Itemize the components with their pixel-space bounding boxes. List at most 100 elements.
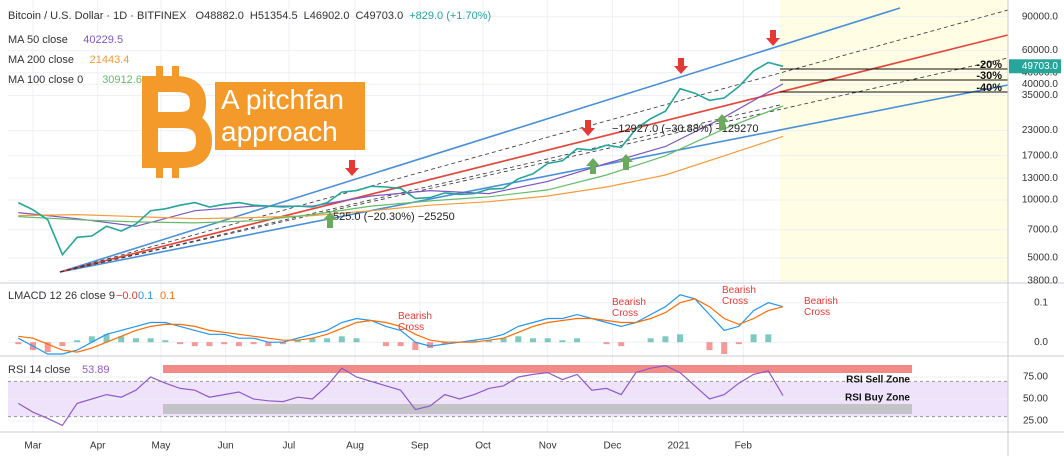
histogram-bar xyxy=(88,336,95,343)
histogram-bar xyxy=(118,336,125,343)
histogram-bar xyxy=(559,340,566,343)
header: Bitcoin / U.S. Dollar · 1D · BITFINEX O4… xyxy=(8,10,497,22)
ma-line xyxy=(18,105,784,224)
y-tick-label: 35000.0 xyxy=(1022,90,1059,101)
legend-name: MA 200 close xyxy=(8,54,75,66)
histogram-bar xyxy=(147,338,154,343)
change: +829.0 (+1.70%) xyxy=(409,10,492,22)
histogram-bar xyxy=(353,338,360,343)
x-tick-label: Jun xyxy=(218,441,234,452)
y-tick-label: 90000.0 xyxy=(1022,11,1059,22)
histogram-bar xyxy=(485,340,492,343)
macd-line xyxy=(18,294,784,355)
sell-zone xyxy=(163,365,912,373)
x-tick-label: Sep xyxy=(411,441,429,452)
histogram-bar xyxy=(294,340,301,343)
legend-name: MA 50 close xyxy=(8,34,68,46)
annotation: Bearish Cross xyxy=(398,311,432,333)
histogram-bar xyxy=(59,342,66,347)
histogram-bar xyxy=(382,342,389,347)
logo-tick xyxy=(172,166,179,178)
ma-line xyxy=(18,83,784,227)
histogram-bar xyxy=(280,342,286,345)
histogram-bar xyxy=(412,342,419,351)
price-line xyxy=(17,61,784,257)
histogram-bar xyxy=(574,338,581,343)
fib-label: -20% xyxy=(976,59,1002,71)
y-tick-label: 23000.0 xyxy=(1022,125,1059,136)
y-tick-label: 13000.0 xyxy=(1022,173,1059,184)
histogram-bar xyxy=(44,342,51,353)
legend-name: MA 100 close 0 xyxy=(8,74,84,86)
panel-value: −0.0 xyxy=(116,290,138,302)
x-tick-label: Aug xyxy=(346,441,364,452)
fib-label: -40% xyxy=(976,82,1002,94)
ohlc: H51354.5 xyxy=(249,10,298,22)
macd-line xyxy=(18,298,784,353)
y-tick-label: 0.0 xyxy=(1034,337,1048,348)
y-tick-label: 75.00 xyxy=(1023,372,1048,383)
annotation: Bearish Cross xyxy=(804,296,838,318)
histogram-bar xyxy=(765,334,772,343)
logo-tick xyxy=(156,66,163,78)
x-tick-label: Dec xyxy=(604,441,622,452)
histogram-bar xyxy=(500,338,507,343)
histogram-bar xyxy=(221,342,228,345)
histogram-bar xyxy=(206,342,213,347)
histogram-bar xyxy=(309,338,316,343)
histogram-bar xyxy=(618,342,625,347)
histogram-bar xyxy=(338,336,345,343)
fan-line xyxy=(59,7,901,273)
down-arrow xyxy=(674,58,688,74)
overlay-title: A pitchfan approach xyxy=(215,82,365,150)
up-arrow xyxy=(323,212,337,228)
price-label-box xyxy=(1009,59,1061,74)
up-arrow xyxy=(715,114,729,130)
histogram-bar xyxy=(265,342,272,347)
panel-title: RSI 14 close xyxy=(8,364,71,376)
ohlc: L46902.0 xyxy=(303,10,350,22)
x-tick-label: Mar xyxy=(24,441,42,452)
down-arrow xyxy=(581,120,595,136)
x-tick-label: Oct xyxy=(475,441,491,452)
fib-label: -30% xyxy=(976,70,1002,82)
y-tick-label: 3800.0 xyxy=(1027,275,1058,286)
histogram-bar xyxy=(750,334,757,343)
down-arrow xyxy=(766,30,780,46)
y-tick-label: 25.00 xyxy=(1023,416,1048,427)
x-tick-label: May xyxy=(151,441,170,452)
pitchfan xyxy=(59,7,1009,273)
histogram-bar xyxy=(662,336,669,343)
logo-b xyxy=(142,76,213,168)
down-arrow xyxy=(345,160,359,176)
symbol-title: Bitcoin / U.S. Dollar · 1D · BITFINEX xyxy=(8,10,187,22)
histogram-bar xyxy=(397,342,404,347)
histogram-bar xyxy=(235,342,242,347)
histogram-bar xyxy=(471,340,478,343)
legend-value: 21443.4 xyxy=(89,54,130,66)
y-tick-label: 50.00 xyxy=(1023,394,1048,405)
histogram-bar xyxy=(15,342,22,345)
histogram-bar xyxy=(324,338,331,343)
measure-label: 525.0 (−20.30%) −25250 xyxy=(333,211,455,223)
histogram-bar xyxy=(544,338,551,343)
price-label: 49703.0 xyxy=(1022,61,1059,72)
up-arrow xyxy=(619,154,633,170)
logo-tick xyxy=(172,66,179,78)
histogram-bar xyxy=(74,340,81,343)
x-tick-label: Apr xyxy=(90,441,106,452)
panel-title: LMACD 12 26 close 9 xyxy=(8,290,115,302)
panel-value: 0.1 xyxy=(138,290,154,302)
legend-value: 30912.6 xyxy=(102,74,142,86)
measure-label: −12927.0 (−30.88%) −129270 xyxy=(612,123,759,135)
histogram-bar xyxy=(603,342,610,345)
zone-label: RSI Sell Zone xyxy=(846,375,910,386)
ohlc: C49703.0 xyxy=(355,10,404,22)
fan-line xyxy=(59,9,1009,273)
fan-line xyxy=(59,57,1009,273)
panel-value: 0.1 xyxy=(160,290,176,302)
histogram-bar xyxy=(177,342,184,345)
histogram-bar xyxy=(427,342,434,349)
